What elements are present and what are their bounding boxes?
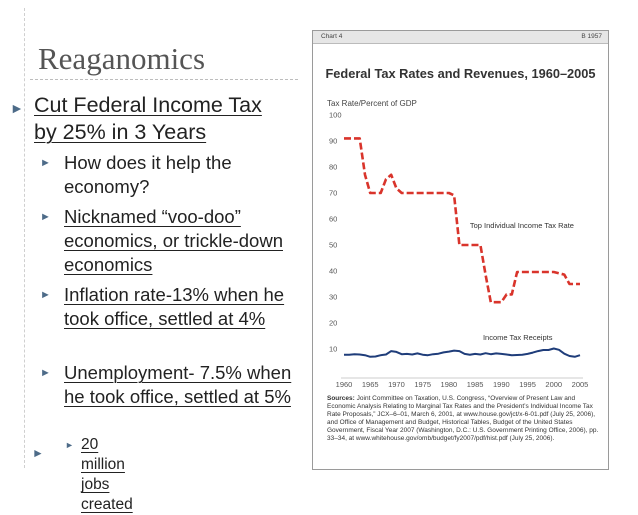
triangle-bullet-icon: ►	[40, 289, 50, 301]
x-tick-label: 1965	[362, 380, 379, 389]
bullet-subsub-1: ► 20 million jobs created	[65, 435, 133, 515]
triangle-bullet-icon: ►	[65, 440, 73, 450]
sources-text: Joint Committee on Taxation, U.S. Congre…	[327, 395, 598, 442]
x-tick-label: 2000	[545, 380, 562, 389]
bullet-sub-2: ► Nicknamed “voo-doo” economics, or tric…	[40, 205, 294, 277]
bullet-sub-3-text[interactable]: Inflation rate-13% when he took office, …	[64, 283, 294, 331]
x-tick-label: 1995	[519, 380, 536, 389]
slide-title: Reaganomics	[38, 41, 205, 77]
series-line-1	[344, 349, 580, 357]
series-label-0: Top Individual Income Tax Rate	[470, 221, 574, 230]
bullet-sub-1: ► How does it help the economy?	[40, 151, 294, 199]
y-tick-label: 30	[329, 293, 337, 302]
chart-sources: Sources: Joint Committee on Taxation, U.…	[327, 395, 599, 444]
series-1: Income Tax Receipts	[344, 333, 580, 357]
chart-panel: Chart 4 B 1957 Federal Tax Rates and Rev…	[312, 30, 609, 470]
bullet-sub-4-text[interactable]: Unemployment- 7.5% when he took office, …	[64, 361, 294, 409]
bullet-subsub-1-text[interactable]: 20 million jobs created	[81, 435, 133, 515]
triangle-bullet-icon: ►	[40, 157, 50, 169]
x-tick-label: 1990	[493, 380, 510, 389]
bullet-main-text[interactable]: Cut Federal Income Tax by 25% in 3 Years	[34, 92, 289, 146]
x-tick-label: 2005	[572, 380, 589, 389]
x-tick-label: 1970	[388, 380, 405, 389]
y-tick-label: 90	[329, 137, 337, 146]
y-tick-label: 80	[329, 163, 337, 172]
bullet-sub-1-text: How does it help the economy?	[64, 151, 294, 199]
triangle-bullet-icon: ►	[40, 367, 50, 379]
y-tick-label: 60	[329, 215, 337, 224]
bullet-sub-3: ► Inflation rate-13% when he took office…	[40, 283, 294, 331]
bullet-sub-4: ► Unemployment- 7.5% when he took office…	[40, 361, 294, 409]
slide-left-border	[24, 8, 25, 468]
sources-label: Sources:	[327, 395, 355, 402]
title-divider	[30, 79, 298, 80]
y-tick-label: 40	[329, 267, 337, 276]
series-0: Top Individual Income Tax Rate	[344, 138, 580, 302]
y-tick-label: 10	[329, 345, 337, 354]
corner-triangle-icon: ►	[32, 446, 44, 460]
bullet-sub-2-text[interactable]: Nicknamed “voo-doo” economics, or trickl…	[64, 205, 294, 277]
y-tick-label: 70	[329, 189, 337, 198]
triangle-bullet-icon: ►	[40, 211, 50, 223]
y-tick-label: 20	[329, 319, 337, 328]
triangle-bullet-icon: ►	[10, 100, 24, 116]
y-tick-label: 100	[329, 111, 342, 120]
series-label-1: Income Tax Receipts	[483, 333, 553, 342]
x-tick-label: 1985	[467, 380, 484, 389]
x-tick-label: 1980	[441, 380, 458, 389]
y-tick-label: 50	[329, 241, 337, 250]
x-tick-label: 1975	[414, 380, 431, 389]
x-tick-label: 1960	[336, 380, 353, 389]
bullet-main: ► Cut Federal Income Tax by 25% in 3 Yea…	[10, 92, 289, 146]
